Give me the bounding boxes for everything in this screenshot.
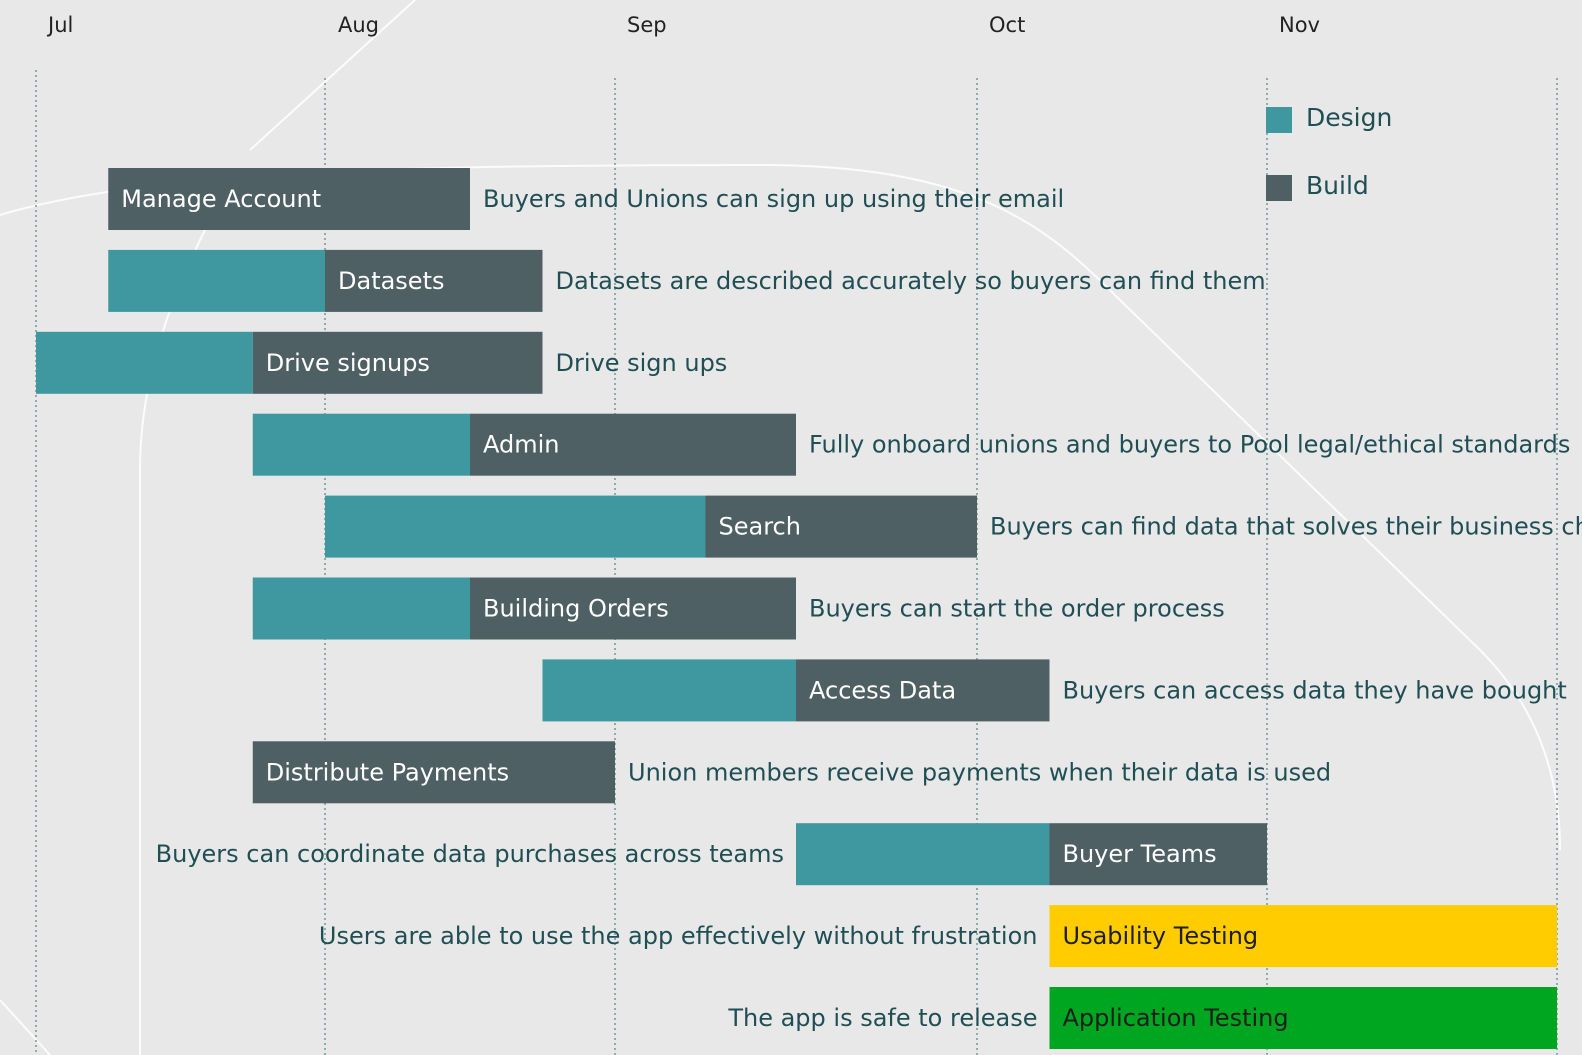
month-label-sep: Sep xyxy=(627,13,667,37)
bar-build-search xyxy=(705,495,977,558)
bar-application-testing xyxy=(1049,987,1557,1049)
legend-label-design: Design xyxy=(1306,103,1392,132)
task-row-usability-testing: Usability Testing Users are able to use t… xyxy=(319,905,1557,968)
task-row-buyer-teams: Buyer Teams Buyers can coordinate data pu… xyxy=(156,823,1267,886)
bar-label-building-orders: Building Orders xyxy=(483,595,669,623)
task-row-datasets: Datasets Datasets are described accuratel… xyxy=(108,249,1266,312)
bar-label-admin: Admin xyxy=(483,431,560,459)
legend-label-build: Build xyxy=(1306,171,1369,200)
bar-design-datasets xyxy=(108,249,325,312)
task-row-distribute-payments: Distribute Payments Union members receive… xyxy=(252,741,1331,804)
bar-design-buyer-teams xyxy=(796,823,1050,886)
month-label-aug: Aug xyxy=(338,13,379,37)
description-building-orders: Buyers can start the order process xyxy=(809,595,1225,623)
bar-label-distribute-payments: Distribute Payments xyxy=(266,758,509,786)
task-row-application-testing: Application Testing The app is safe to re… xyxy=(727,987,1557,1049)
bar-label-access-data: Access Data xyxy=(809,676,956,704)
month-label-jul: Jul xyxy=(46,13,73,37)
decorative-curve-diagonal xyxy=(249,0,416,151)
bar-design-access-data xyxy=(542,659,796,722)
description-application-testing: The app is safe to release xyxy=(727,1004,1037,1032)
bar-build-building-orders xyxy=(470,577,796,640)
description-access-data: Buyers can access data they have bought xyxy=(1063,676,1567,704)
bar-build-datasets xyxy=(325,249,543,312)
description-datasets: Datasets are described accurately so buy… xyxy=(556,267,1266,295)
description-buyer-teams: Buyers can coordinate data purchases acr… xyxy=(156,840,784,868)
task-row-admin: Admin Fully onboard unions and buyers to … xyxy=(252,413,1570,476)
bar-usability-testing xyxy=(1049,905,1557,968)
bar-build-distribute-payments xyxy=(252,741,615,804)
task-row-drive-signups: Drive signups Drive sign ups xyxy=(36,331,728,394)
month-gridlines xyxy=(35,70,1558,1055)
legend-swatch-design xyxy=(1266,107,1292,133)
task-row-search: Search Buyers can find data that solves t… xyxy=(325,495,1582,558)
bar-label-datasets: Datasets xyxy=(338,267,445,295)
bar-design-drive-signups xyxy=(36,331,253,394)
description-distribute-payments: Union members receive payments when thei… xyxy=(628,758,1331,786)
legend-swatch-build xyxy=(1266,175,1292,201)
bar-build-buyer-teams xyxy=(1049,823,1267,886)
description-admin: Fully onboard unions and buyers to Pool … xyxy=(809,431,1570,459)
bar-label-buyer-teams: Buyer Teams xyxy=(1063,840,1217,868)
month-label-nov: Nov xyxy=(1279,13,1320,37)
month-label-oct: Oct xyxy=(989,13,1025,37)
task-row-manage-account: Manage Account Buyers and Unions can sign… xyxy=(108,168,1064,230)
bar-design-search xyxy=(325,495,706,558)
task-row-access-data: Access Data Buyers can access data they h… xyxy=(542,659,1567,722)
legend: Design Build xyxy=(1266,103,1392,201)
bar-label-search: Search xyxy=(719,513,801,541)
bar-build-manage-account xyxy=(108,168,470,230)
description-manage-account: Buyers and Unions can sign up using thei… xyxy=(483,185,1064,213)
task-bars: Manage Account Buyers and Unions can sign… xyxy=(36,168,1582,1049)
description-usability-testing: Users are able to use the app effectivel… xyxy=(319,922,1038,950)
bar-build-access-data xyxy=(796,659,1050,722)
decorative-curve-corner xyxy=(0,999,51,1055)
description-drive-signups: Drive sign ups xyxy=(556,349,728,377)
bar-label-manage-account: Manage Account xyxy=(121,185,321,213)
bar-label-application-testing: Application Testing xyxy=(1063,1004,1289,1032)
description-search: Buyers can find data that solves their b… xyxy=(990,513,1582,541)
bar-design-admin xyxy=(252,413,470,476)
month-axis: Jul Aug Sep Oct Nov xyxy=(46,13,1320,37)
task-row-building-orders: Building Orders Buyers can start the orde… xyxy=(252,577,1225,640)
bar-design-building-orders xyxy=(252,577,470,640)
bar-label-drive-signups: Drive signups xyxy=(266,349,430,377)
bar-build-drive-signups xyxy=(252,331,543,394)
bar-label-usability-testing: Usability Testing xyxy=(1063,922,1259,950)
bar-build-admin xyxy=(470,413,796,476)
